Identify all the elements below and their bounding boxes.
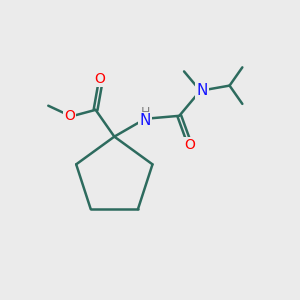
Text: O: O: [184, 139, 195, 152]
Text: H: H: [140, 106, 150, 119]
Text: O: O: [94, 72, 105, 86]
Text: N: N: [196, 83, 208, 98]
Text: N: N: [140, 113, 151, 128]
Text: O: O: [64, 109, 75, 123]
